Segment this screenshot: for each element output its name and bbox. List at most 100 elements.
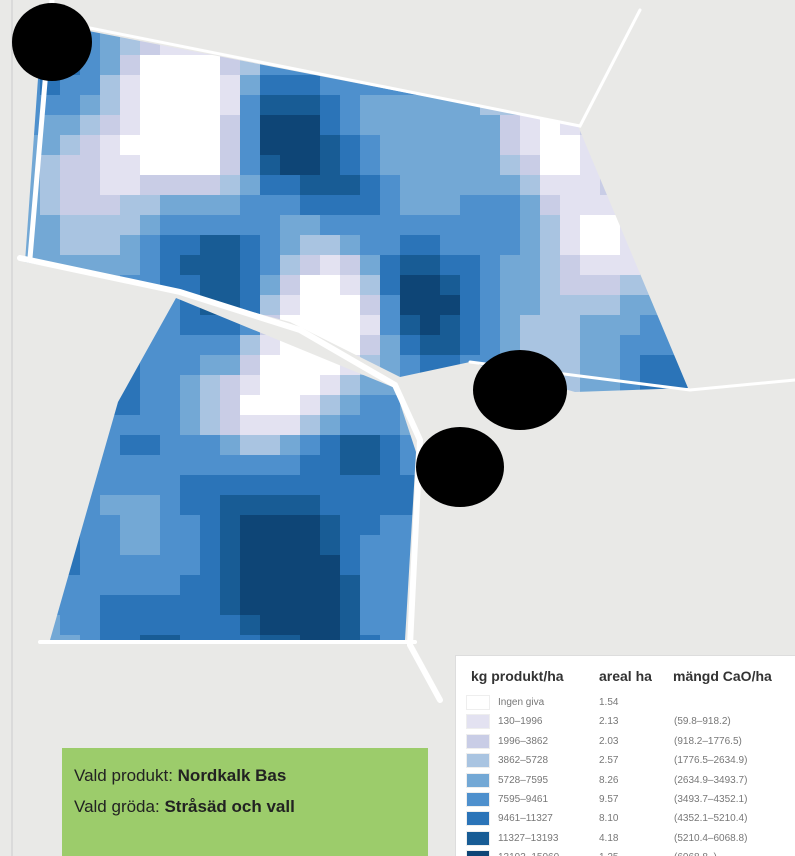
raster-cell (540, 595, 560, 615)
raster-cell (40, 435, 60, 455)
raster-cell (140, 475, 160, 495)
raster-cell (180, 135, 200, 155)
raster-cell (320, 22, 340, 35)
raster-cell (140, 515, 160, 535)
raster-cell (660, 435, 680, 455)
raster-cell (640, 435, 660, 455)
raster-cell (140, 355, 160, 375)
raster-cell (460, 255, 480, 275)
raster-cell (580, 55, 600, 75)
raster-cell (300, 22, 320, 35)
raster-cell (280, 195, 300, 215)
raster-cell (240, 635, 260, 640)
raster-cell (180, 355, 200, 375)
raster-cell (260, 535, 280, 555)
raster-cell (240, 435, 260, 455)
raster-cell (520, 115, 540, 135)
raster-cell (200, 155, 220, 175)
raster-cell (240, 415, 260, 435)
raster-cell (220, 235, 240, 255)
raster-cell (60, 495, 80, 515)
raster-cell (640, 75, 660, 95)
raster-cell (580, 575, 600, 595)
raster-cell (380, 215, 400, 235)
raster-cell (300, 155, 320, 175)
raster-cell (540, 35, 560, 55)
raster-cell (160, 495, 180, 515)
raster-cell (40, 515, 60, 535)
raster-cell (600, 115, 620, 135)
raster-cell (180, 555, 200, 575)
raster-cell (60, 115, 80, 135)
raster-cell (340, 515, 360, 535)
raster-cell (340, 22, 360, 35)
raster-cell (660, 295, 680, 315)
raster-cell (620, 555, 640, 575)
raster-cell (120, 435, 140, 455)
raster-cell (500, 115, 520, 135)
raster-cell (480, 595, 500, 615)
raster-cell (300, 475, 320, 495)
raster-cell (200, 335, 220, 355)
raster-cell (360, 275, 380, 295)
raster-cell (60, 535, 80, 555)
raster-cell (400, 195, 420, 215)
raster-cell (560, 22, 580, 35)
raster-cell (40, 375, 60, 395)
raster-cell (460, 595, 480, 615)
raster-cell (560, 255, 580, 275)
raster-cell (40, 615, 60, 635)
raster-cell (25, 555, 40, 575)
raster-cell (80, 375, 100, 395)
raster-cell (220, 315, 240, 335)
raster-cell (200, 22, 220, 35)
raster-cell (340, 315, 360, 335)
raster-cell (320, 495, 340, 515)
raster-cell (680, 195, 688, 215)
raster-cell (540, 215, 560, 235)
raster-cell (500, 535, 520, 555)
raster-cell (660, 195, 680, 215)
raster-cell (420, 295, 440, 315)
raster-cell (40, 415, 60, 435)
raster-cell (560, 135, 580, 155)
legend-swatch (466, 850, 490, 856)
raster-cell (260, 435, 280, 455)
range: 11327–13193 (498, 832, 559, 844)
raster-cell (400, 135, 420, 155)
raster-cell (200, 175, 220, 195)
raster-cell (260, 255, 280, 275)
raster-cell (140, 435, 160, 455)
raster-cell (160, 235, 180, 255)
raster-cell (260, 75, 280, 95)
raster-cell (540, 555, 560, 575)
raster-cell (60, 135, 80, 155)
raster-cell (460, 135, 480, 155)
raster-cell (260, 375, 280, 395)
raster-cell (240, 595, 260, 615)
raster-cell (660, 615, 680, 635)
raster-cell (380, 455, 400, 475)
raster-cell (180, 75, 200, 95)
legend-header: kg produkt/ha (471, 668, 564, 684)
raster-cell (120, 35, 140, 55)
raster-cell (320, 235, 340, 255)
raster-cell (380, 475, 400, 495)
raster-cell (300, 555, 320, 575)
raster-cell (320, 75, 340, 95)
raster-cell (80, 175, 100, 195)
raster-cell (80, 495, 100, 515)
raster-cell (140, 495, 160, 515)
raster-cell (440, 235, 460, 255)
area: 1.25 (599, 852, 618, 856)
raster-cell (660, 635, 680, 640)
legend-row: 11327–13193 4.18 (5210.4–6068.8) (456, 830, 795, 849)
raster-cell (660, 255, 680, 275)
raster-cell (60, 455, 80, 475)
raster-cell (600, 155, 620, 175)
raster-cell (600, 475, 620, 495)
raster-cell (360, 615, 380, 635)
raster-cell (260, 95, 280, 115)
raster-cell (40, 195, 60, 215)
raster-cell (120, 355, 140, 375)
